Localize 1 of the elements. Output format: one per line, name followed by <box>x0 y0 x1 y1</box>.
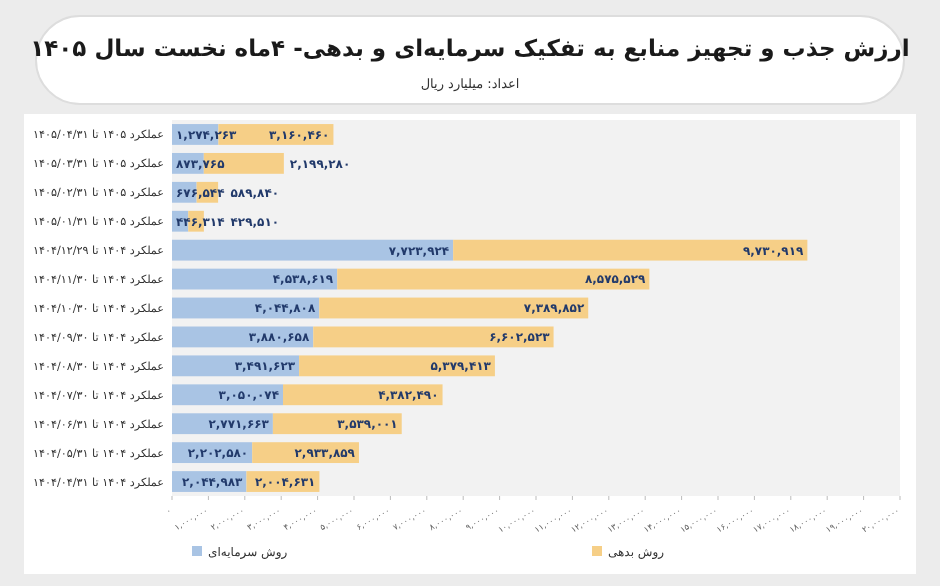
chart-title: ارزش جذب و تجهیز منابع به تفکیک سرمایه‌ای و بدهی- ۴ماه نخست سال ۱۴۰۵ <box>30 34 910 62</box>
